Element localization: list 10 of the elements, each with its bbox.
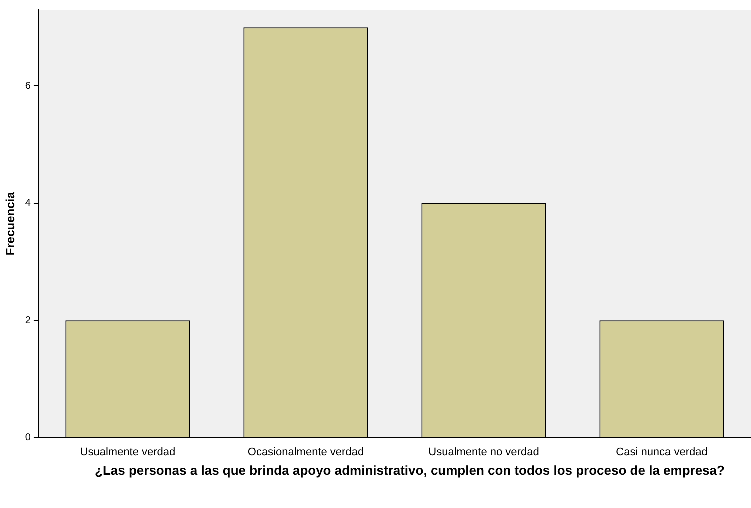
x-tick-label: Usualmente no verdad — [428, 446, 540, 458]
y-tick-label: 6 — [25, 80, 32, 92]
y-tick-label: 4 — [25, 198, 32, 210]
x-tick-label: Ocasionalmente verdad — [248, 446, 364, 458]
y-tick-label: 2 — [25, 315, 32, 326]
x-axis-title: ¿Las personas a las que brinda apoyo administrativo, cumplen con todos los proceso de la empresa? — [94, 463, 726, 478]
y-tick-label: 0 — [25, 432, 32, 444]
x-tick-label: Usualmente verdad — [80, 446, 176, 458]
y-axis-title: Frecuencia — [4, 192, 18, 256]
x-tick-label: Casi nunca verdad — [616, 446, 708, 458]
